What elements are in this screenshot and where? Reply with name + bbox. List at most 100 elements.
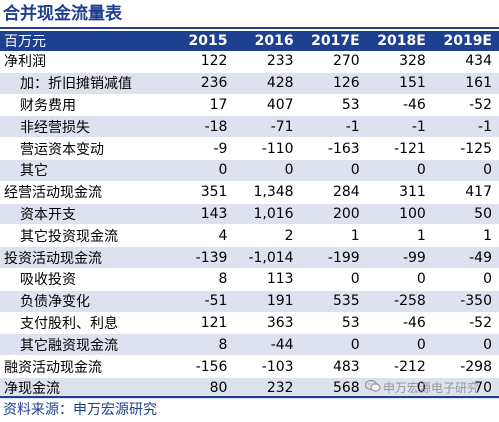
table-row: 支付股利、利息 121 363 53 -46 -52 [0, 312, 499, 335]
wechat-icon [364, 379, 381, 398]
cell-value: -1 [300, 115, 367, 139]
cell-value: 284 [300, 181, 367, 204]
cell-value: 191 [234, 290, 301, 313]
table-row: 其它投资现金流 4 2 1 1 1 [0, 224, 499, 248]
cash-flow-table: 百万元 2015 2016 2017E 2018E 2019E 净利润 122 23… [0, 31, 499, 400]
cell-value: 122 [168, 51, 235, 73]
cell-value: 232 [234, 377, 301, 400]
cell-value: 1,016 [234, 203, 301, 226]
cell-value: 483 [300, 355, 367, 378]
cell-value: 113 [234, 268, 301, 291]
cell-value: -103 [234, 355, 301, 378]
row-label: 其它 [0, 159, 169, 182]
cell-value: -51 [168, 290, 235, 313]
table-row: 经营活动现金流 351 1,348 284 311 417 [0, 181, 499, 204]
row-label: 负债净变化 [0, 290, 169, 313]
cell-value: -350 [432, 290, 499, 313]
cell-value: -156 [168, 355, 235, 378]
cell-value: 0 [366, 159, 433, 182]
row-label: 净利润 [0, 51, 169, 73]
cell-value: 1,348 [234, 181, 301, 204]
cell-value: 143 [168, 203, 235, 226]
cell-value: 363 [234, 312, 301, 335]
cell-value: 233 [234, 51, 301, 73]
cell-value: 121 [168, 312, 235, 335]
unit-header: 百万元 [0, 31, 169, 51]
cell-value: 535 [300, 290, 367, 313]
cell-value: 0 [168, 159, 235, 182]
cell-value: 407 [234, 94, 301, 117]
cell-value: 1 [432, 224, 499, 248]
table-row: 其它 0 0 0 0 0 [0, 159, 499, 182]
table-row: 净利润 122 233 270 328 434 [0, 51, 499, 73]
cell-value: 8 [168, 268, 235, 291]
cell-value: 151 [366, 72, 433, 95]
cell-value: 568 [300, 377, 367, 400]
source-note: 资料来源：申万宏源研究 [3, 402, 157, 418]
watermark: 申万宏源电子研究 [364, 379, 480, 398]
cell-value: 428 [234, 72, 301, 95]
year-header: 2017E [300, 31, 367, 51]
watermark-text: 申万宏源电子研究 [383, 381, 480, 395]
cell-value: 126 [300, 72, 367, 95]
cell-value: 2 [234, 224, 301, 248]
cell-value: 17 [168, 94, 235, 117]
table-row: 负债净变化 -51 191 535 -258 -350 [0, 290, 499, 313]
cell-value: 161 [432, 72, 499, 95]
cell-value: -18 [168, 115, 235, 139]
row-label: 吸收投资 [0, 268, 169, 291]
cell-value: 434 [432, 51, 499, 73]
row-label: 加：折旧摊销减值 [0, 72, 169, 95]
cell-value: -99 [366, 246, 433, 269]
cell-value: 8 [168, 333, 235, 357]
table-title: 合并现金流量表 [3, 4, 122, 24]
cell-value: 236 [168, 72, 235, 95]
cell-value: 0 [234, 159, 301, 182]
cell-value: 0 [300, 159, 367, 182]
cell-value: -1 [366, 115, 433, 139]
cell-value: 351 [168, 181, 235, 204]
table-row: 财务费用 17 407 53 -46 -52 [0, 94, 499, 117]
table-row: 加：折旧摊销减值 236 428 126 151 161 [0, 72, 499, 95]
year-header: 2019E [432, 31, 499, 51]
cell-value: -212 [366, 355, 433, 378]
cell-value: 270 [300, 51, 367, 73]
table-body: 净利润 122 233 270 328 434 加：折旧摊销减值 236 428 126 151 16… [0, 51, 499, 400]
row-label: 资本开支 [0, 203, 169, 226]
row-label: 融资活动现金流 [0, 355, 169, 378]
cell-value: 0 [300, 268, 367, 291]
cell-value: 0 [432, 333, 499, 357]
cell-value: -298 [432, 355, 499, 378]
cell-value: -1,014 [234, 246, 301, 269]
row-label: 营运资本变动 [0, 137, 169, 160]
row-label: 净现金流 [0, 377, 169, 400]
table-row: 融资活动现金流 -156 -103 483 -212 -298 [0, 355, 499, 378]
cell-value: -52 [432, 94, 499, 117]
cell-value: -1 [432, 115, 499, 139]
row-label: 其它投资现金流 [0, 224, 169, 248]
cell-value: 200 [300, 203, 367, 226]
cell-value: 0 [366, 268, 433, 291]
bottom-rule [0, 396, 499, 398]
header-row: 百万元 2015 2016 2017E 2018E 2019E [0, 31, 499, 51]
cell-value: 53 [300, 94, 367, 117]
cell-value: 1 [366, 224, 433, 248]
row-label: 投资活动现金流 [0, 246, 169, 269]
cell-value: -163 [300, 137, 367, 160]
cell-value: 4 [168, 224, 235, 248]
cell-value: 50 [432, 203, 499, 226]
cell-value: -46 [366, 312, 433, 335]
cell-value: 80 [168, 377, 235, 400]
cell-value: 417 [432, 181, 499, 204]
cell-value: -121 [366, 137, 433, 160]
cell-value: -125 [432, 137, 499, 160]
table-row: 资本开支 143 1,016 200 100 50 [0, 203, 499, 226]
cell-value: 0 [432, 159, 499, 182]
cell-value: -258 [366, 290, 433, 313]
cell-value: -44 [234, 333, 301, 357]
cell-value: -110 [234, 137, 301, 160]
table-row: 营运资本变动 -9 -110 -163 -121 -125 [0, 137, 499, 160]
cell-value: -71 [234, 115, 301, 139]
title-rule [0, 27, 499, 29]
cell-value: -9 [168, 137, 235, 160]
